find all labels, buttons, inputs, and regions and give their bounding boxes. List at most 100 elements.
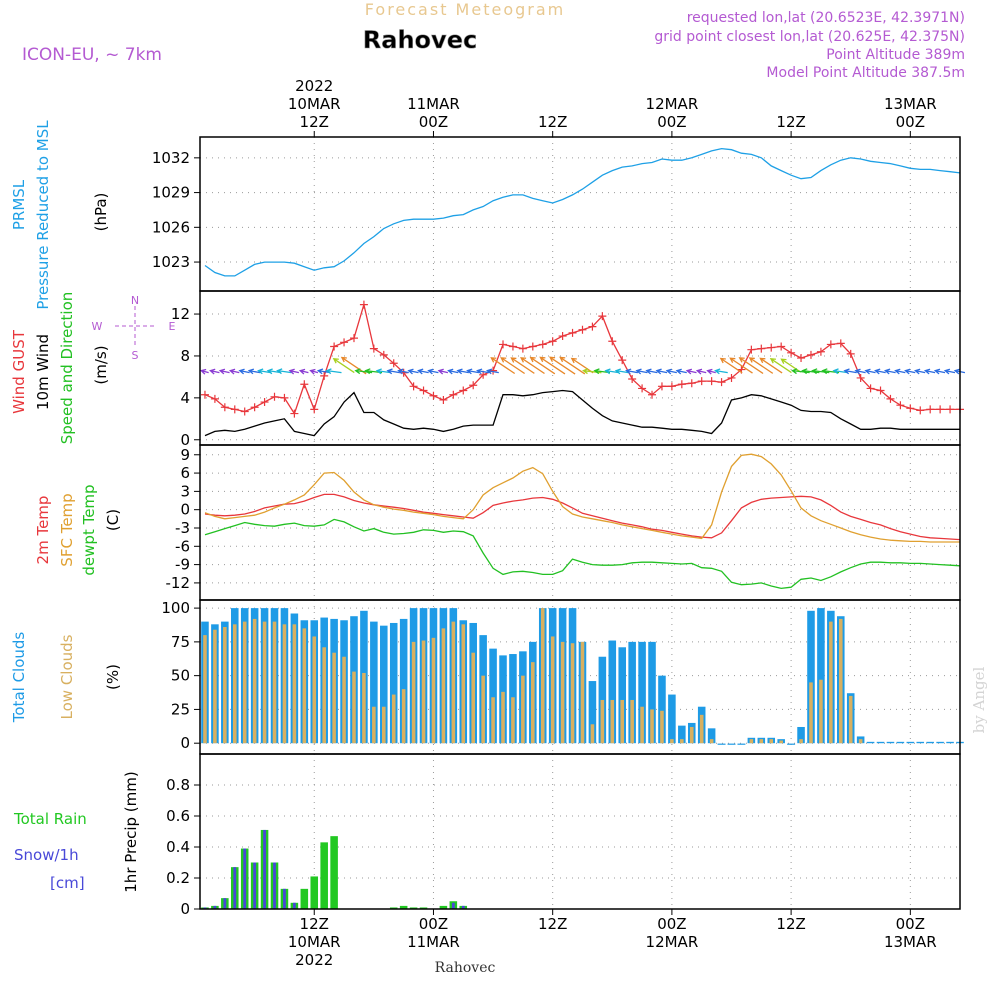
gust-marker xyxy=(777,342,786,351)
wind-direction-arrow xyxy=(604,368,619,375)
clouds-ytick-label: 0 xyxy=(180,734,190,752)
gust-marker xyxy=(836,339,845,348)
wind-direction-arrow xyxy=(943,368,956,375)
snow-bar xyxy=(451,902,455,909)
gust-marker xyxy=(330,342,339,351)
top-axis-label: 00Z xyxy=(896,113,925,131)
compass-icon xyxy=(115,306,157,348)
wind-direction-arrow xyxy=(655,368,668,375)
total-cloud-bar xyxy=(886,741,895,744)
gust-marker xyxy=(230,405,239,414)
total-cloud-bar xyxy=(638,641,646,744)
precip-ytick-label: 0.8 xyxy=(166,776,190,794)
gust-marker xyxy=(469,381,478,390)
snow-bar xyxy=(233,867,237,909)
gust-marker xyxy=(300,380,309,389)
gust-marker xyxy=(816,347,825,356)
wind-direction-arrow xyxy=(309,368,319,375)
low-cloud-bar xyxy=(769,739,774,744)
low-cloud-bar xyxy=(362,672,366,744)
precip-ytick-label: 0 xyxy=(180,900,190,918)
low-cloud-bar xyxy=(838,618,843,744)
wind-direction-arrow xyxy=(490,357,516,375)
wind-ytick-label: 0 xyxy=(180,431,190,449)
compass-e: E xyxy=(169,320,176,333)
gust-marker xyxy=(240,407,249,416)
low-cloud-bar xyxy=(660,710,664,744)
temperature-grid xyxy=(200,445,960,600)
wind-grid xyxy=(200,291,960,445)
total-cloud-bar xyxy=(896,741,905,744)
gust-marker xyxy=(508,342,517,351)
bottom-axis-label: 12MAR xyxy=(646,933,699,951)
low-cloud-bar xyxy=(213,629,217,744)
low-cloud-bar xyxy=(570,643,575,744)
gust-marker xyxy=(618,356,627,365)
wind-direction-arrow xyxy=(437,368,449,375)
gust-marker xyxy=(429,391,438,400)
total-cloud-bar xyxy=(707,728,716,744)
rain-bar xyxy=(389,907,398,909)
gust-marker xyxy=(747,345,756,354)
low-cloud-bar xyxy=(421,640,426,744)
gust-marker xyxy=(548,337,557,346)
total-cloud-bar xyxy=(380,625,388,744)
low-cloud-bar xyxy=(451,621,456,744)
wind-direction-arrow xyxy=(811,368,830,375)
bottom-axis-label: 2022 xyxy=(295,951,333,969)
gust-marker xyxy=(379,350,388,359)
location-title: Rahovec xyxy=(363,26,477,54)
gust-marker xyxy=(757,344,766,353)
snow-bar xyxy=(283,888,286,909)
total-cloud-bar xyxy=(936,741,944,744)
low-cloud-bar xyxy=(431,637,436,744)
sfc-temp-label: SFC Temp xyxy=(58,493,76,566)
total-cloud-bar xyxy=(370,621,378,744)
total-cloud-bar xyxy=(588,681,597,744)
top-axis-label: 10MAR xyxy=(288,95,341,113)
gust-marker xyxy=(876,386,885,395)
clouds-ytick-label: 50 xyxy=(171,667,190,685)
top-axis-label: 12Z xyxy=(776,113,805,131)
wind-direction-arrow xyxy=(407,368,419,375)
gust-marker xyxy=(310,405,319,414)
low-clouds-label: Low Clouds xyxy=(58,634,76,719)
wind-direction-arrow xyxy=(582,368,602,375)
low-cloud-bar xyxy=(670,739,674,744)
wind-direction-arrow xyxy=(257,368,271,375)
total-cloud-bar xyxy=(489,648,497,744)
wind-direction-arrow xyxy=(386,368,400,375)
wind-direction-arrow xyxy=(714,368,728,375)
wind-direction-arrow xyxy=(874,368,886,375)
pressure-grid xyxy=(200,137,960,291)
total-cloud-bar xyxy=(817,608,825,744)
pressure-ytick-label: 1032 xyxy=(152,149,190,167)
gust-marker xyxy=(727,373,736,382)
wind-direction-arrow xyxy=(519,357,545,375)
wind-direction-arrow xyxy=(706,368,716,375)
gust-marker xyxy=(439,395,448,404)
low-cloud-bar xyxy=(848,695,853,744)
low-cloud-bar xyxy=(302,628,307,744)
bottom-axis-label: 12Z xyxy=(538,915,567,933)
rain-bar xyxy=(300,888,309,909)
wind-direction-arrow xyxy=(447,368,459,375)
gust-marker xyxy=(717,378,726,387)
wind-direction-arrow xyxy=(738,357,764,375)
total-cloud-bar xyxy=(807,610,815,744)
t2m-label: 2m Temp xyxy=(34,496,52,565)
bottom-axis-label: 13MAR xyxy=(884,933,937,951)
wind-direction-arrow xyxy=(884,368,896,375)
wind-direction-arrow xyxy=(325,368,342,375)
top-axis-label: 11MAR xyxy=(407,95,460,113)
low-cloud-bar xyxy=(461,624,466,744)
snow-bar xyxy=(273,862,276,909)
point-altitude: Point Altitude 389m xyxy=(826,47,965,63)
top-axis-label: 12Z xyxy=(300,113,329,131)
low-cloud-bar xyxy=(511,697,515,744)
precip-ytick-label: 0.4 xyxy=(166,838,190,856)
wind-direction-arrow xyxy=(685,368,697,375)
low-cloud-bar xyxy=(242,621,247,744)
low-cloud-bar xyxy=(491,697,495,744)
